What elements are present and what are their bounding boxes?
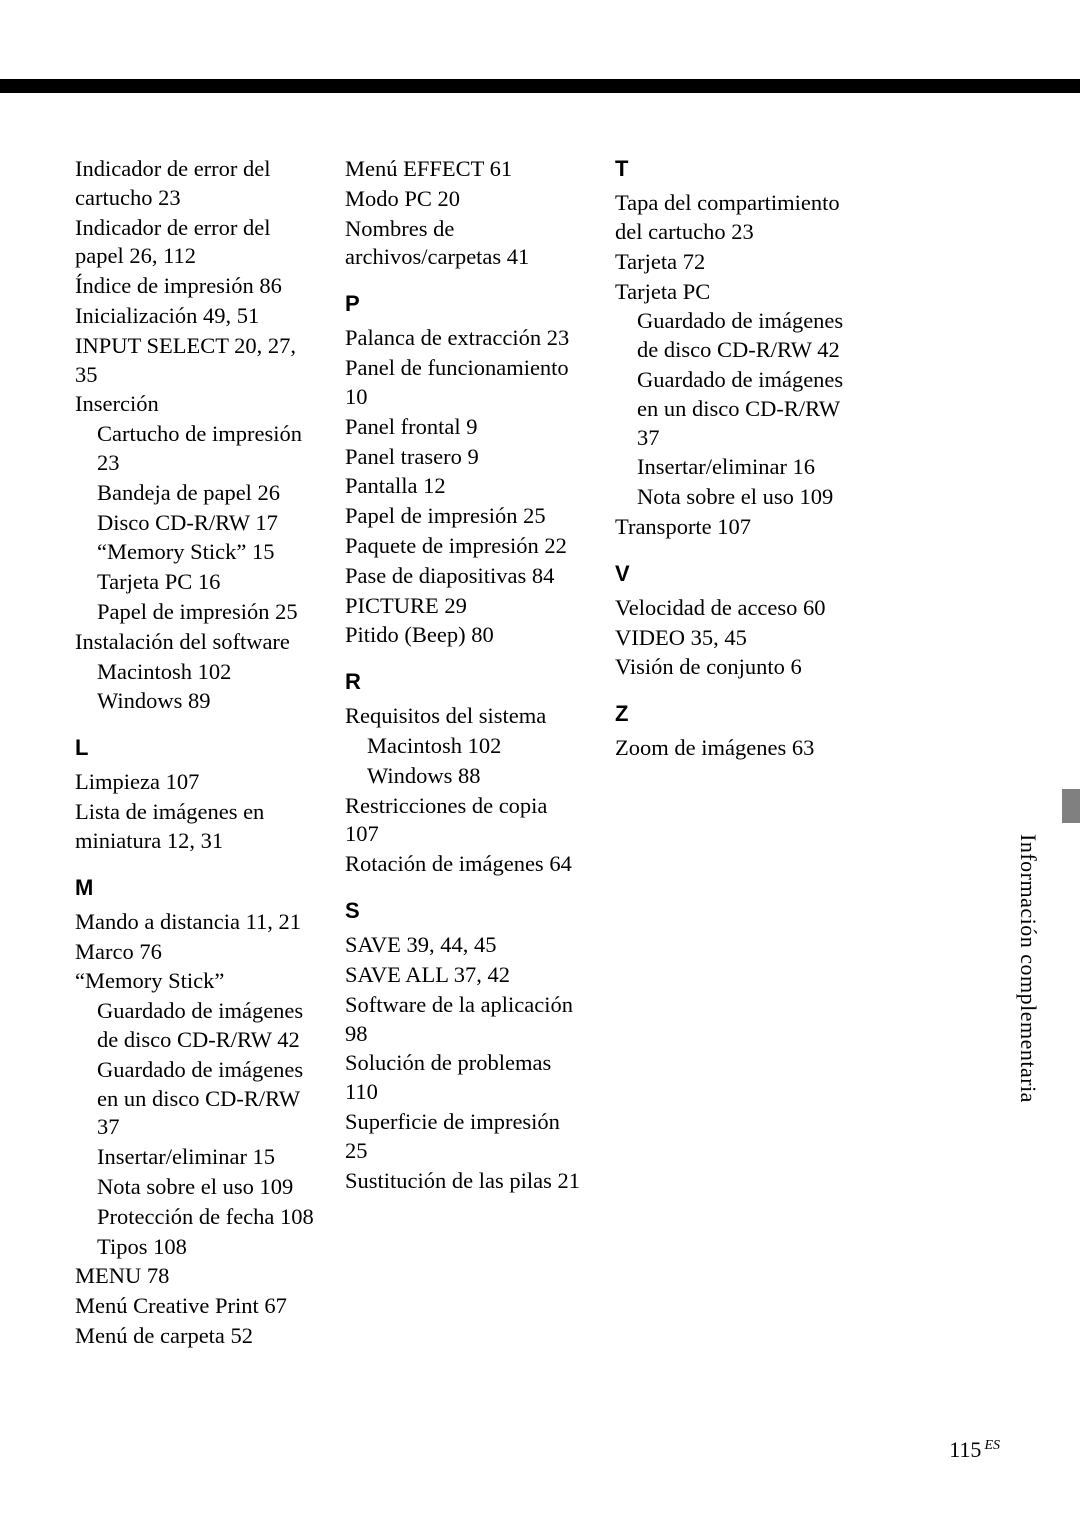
index-heading: P	[345, 290, 585, 318]
index-entry: Pase de diapositivas 84	[345, 562, 585, 591]
index-heading: S	[345, 897, 585, 925]
index-entry: Índice de impresión 86	[75, 272, 315, 301]
index-subentry: Guardado de imágenes de disco CD-R/RW 42	[97, 997, 315, 1055]
index-subentry: Windows 89	[97, 687, 315, 716]
index-entry: Menú Creative Print 67	[75, 1292, 315, 1321]
index-subentry: Protección de fecha 108	[97, 1203, 315, 1232]
index-subentry: Tarjeta PC 16	[97, 568, 315, 597]
index-subentry: Macintosh 102	[97, 658, 315, 687]
index-entry: MENU 78	[75, 1262, 315, 1291]
index-subentry: Guardado de imágenes de disco CD-R/RW 42	[637, 307, 855, 365]
index-entry: Indicador de error del papel 26, 112	[75, 214, 315, 272]
index-entry: Limpieza 107	[75, 768, 315, 797]
index-entry: Superficie de impresión 25	[345, 1108, 585, 1166]
index-entry: Velocidad de acceso 60	[615, 594, 855, 623]
header-rule	[0, 79, 1080, 93]
index-subentry: Insertar/eliminar 15	[97, 1143, 315, 1172]
index-entry: Panel trasero 9	[345, 443, 585, 472]
index-entry: Instalación del software	[75, 628, 315, 657]
index-entry: Inserción	[75, 390, 315, 419]
index-heading: M	[75, 874, 315, 902]
index-entry: Requisitos del sistema	[345, 702, 585, 731]
index-subentry: “Memory Stick” 15	[97, 538, 315, 567]
section-tab	[1062, 789, 1080, 823]
index-entry: INPUT SELECT 20, 27, 35	[75, 332, 315, 390]
index-subentry: Disco CD-R/RW 17	[97, 509, 315, 538]
index-heading: R	[345, 668, 585, 696]
index-subentry: Guardado de imágenes en un disco CD-R/RW…	[97, 1056, 315, 1142]
index-subentry: Windows 88	[367, 762, 585, 791]
index-entry: PICTURE 29	[345, 592, 585, 621]
index-entry: Menú de carpeta 52	[75, 1322, 315, 1351]
index-entry: Indicador de error del cartucho 23	[75, 155, 315, 213]
index-subentry: Tipos 108	[97, 1233, 315, 1262]
index-heading: L	[75, 734, 315, 762]
index-subentry: Nota sobre el uso 109	[97, 1173, 315, 1202]
index-entry: SAVE 39, 44, 45	[345, 931, 585, 960]
index-entry: Modo PC 20	[345, 185, 585, 214]
index-entry: Pitido (Beep) 80	[345, 621, 585, 650]
index-entry: Panel frontal 9	[345, 413, 585, 442]
index-subentry: Macintosh 102	[367, 732, 585, 761]
index-heading: Z	[615, 700, 855, 728]
index-entry: Tarjeta PC	[615, 278, 855, 307]
section-label: Información complementaria	[1015, 834, 1041, 1103]
index-columns: Indicador de error del cartucho 23Indica…	[75, 155, 855, 1352]
index-entry: Tarjeta 72	[615, 248, 855, 277]
page-number-value: 115	[949, 1437, 981, 1462]
index-entry: Marco 76	[75, 938, 315, 967]
index-subentry: Guardado de imágenes en un disco CD-R/RW…	[637, 366, 855, 452]
index-entry: Inicialización 49, 51	[75, 302, 315, 331]
index-entry: Software de la aplicación 98	[345, 991, 585, 1049]
index-entry: Panel de funcionamiento 10	[345, 354, 585, 412]
index-entry: Paquete de impresión 22	[345, 532, 585, 561]
index-entry: Transporte 107	[615, 513, 855, 542]
index-entry: Visión de conjunto 6	[615, 653, 855, 682]
index-column-3: T Tapa del compartimiento del cartucho 23…	[615, 155, 855, 1352]
index-subentry: Nota sobre el uso 109	[637, 483, 855, 512]
index-entry: Palanca de extracción 23	[345, 324, 585, 353]
index-subentry: Insertar/eliminar 16	[637, 453, 855, 482]
index-column-2: Menú EFFECT 61Modo PC 20Nombres de archi…	[345, 155, 585, 1352]
index-heading: V	[615, 560, 855, 588]
index-entry: Tapa del compartimiento del cartucho 23	[615, 189, 855, 247]
index-entry: Mando a distancia 11, 21	[75, 908, 315, 937]
index-column-1: Indicador de error del cartucho 23Indica…	[75, 155, 315, 1352]
index-entry: Nombres de archivos/carpetas 41	[345, 215, 585, 273]
index-subentry: Cartucho de impresión 23	[97, 420, 315, 478]
index-subentry: Papel de impresión 25	[97, 598, 315, 627]
index-entry: Pantalla 12	[345, 472, 585, 501]
index-entry: Menú EFFECT 61	[345, 155, 585, 184]
page-number-suffix: ES	[984, 1438, 1000, 1453]
index-entry: Sustitución de las pilas 21	[345, 1167, 585, 1196]
index-entry: SAVE ALL 37, 42	[345, 961, 585, 990]
index-entry: Lista de imágenes en miniatura 12, 31	[75, 798, 315, 856]
index-entry: Solución de problemas 110	[345, 1049, 585, 1107]
index-entry: “Memory Stick”	[75, 967, 315, 996]
index-entry: Restricciones de copia 107	[345, 792, 585, 850]
page-number: 115ES	[949, 1437, 1000, 1463]
page: Indicador de error del cartucho 23Indica…	[0, 0, 1080, 1529]
index-entry: Rotación de imágenes 64	[345, 850, 585, 879]
index-subentry: Bandeja de papel 26	[97, 479, 315, 508]
index-entry: VIDEO 35, 45	[615, 624, 855, 653]
index-heading: T	[615, 155, 855, 183]
index-entry: Papel de impresión 25	[345, 502, 585, 531]
index-entry: Zoom de imágenes 63	[615, 734, 855, 763]
